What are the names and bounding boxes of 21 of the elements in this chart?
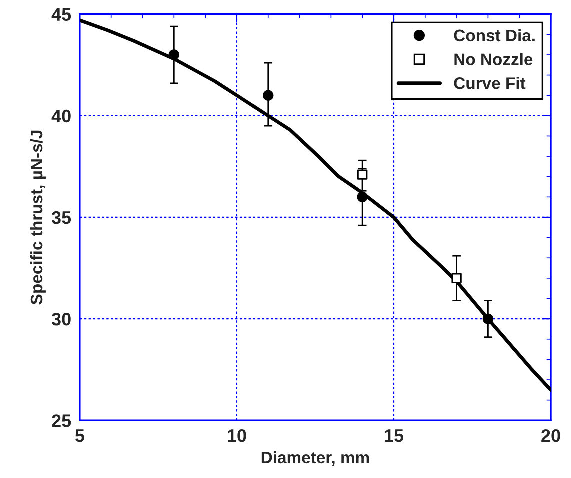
line-series [80, 18, 552, 392]
point [357, 192, 368, 203]
y-tick-label: 40 [52, 110, 71, 123]
point [263, 90, 274, 101]
x-axis-title: Diameter, mm [262, 451, 370, 466]
x-tick-label: 5 [75, 430, 84, 442]
legend-label: No Nozzle [454, 53, 533, 66]
y-tick-label: 45 [52, 8, 72, 22]
y-tick-label: 30 [52, 313, 71, 326]
point [452, 273, 462, 284]
y-tick-label: 35 [52, 211, 72, 224]
point [168, 50, 180, 60]
x-tick-label: 20 [542, 429, 560, 442]
x-tick-label: 10 [228, 429, 246, 442]
legend-label: Const Dia. [454, 29, 535, 42]
x-tick-label: 15 [385, 430, 404, 442]
point [358, 170, 368, 180]
legend-label: Curve Fit [454, 77, 526, 90]
point [482, 314, 494, 324]
y-tick-label: 25 [52, 414, 72, 428]
y-axis-title: Specific thrust, µN-s/J [30, 130, 46, 305]
